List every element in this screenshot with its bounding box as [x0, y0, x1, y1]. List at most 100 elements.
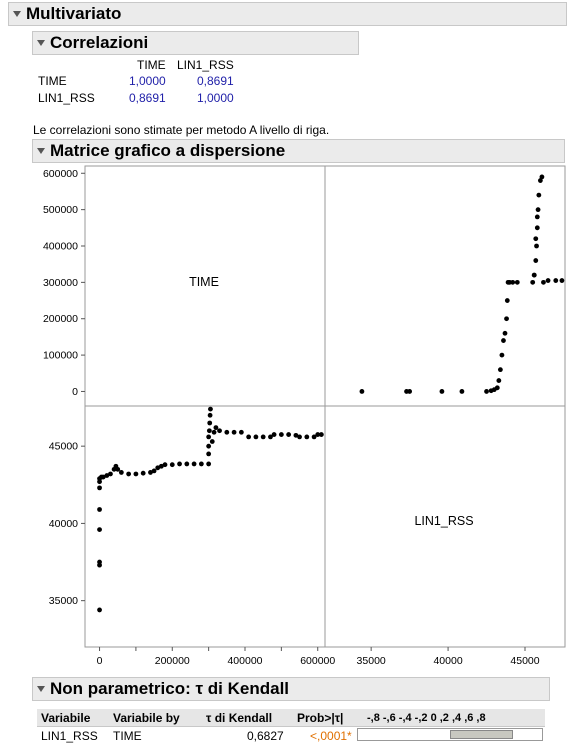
- data-point: [238, 429, 244, 435]
- data-point: [191, 461, 197, 467]
- y-tick-label: 200000: [43, 313, 78, 325]
- data-point: [115, 466, 121, 472]
- kendall-row-prob: <,0001*: [310, 729, 352, 743]
- kendall-col-variable-by[interactable]: Variabile by: [113, 711, 180, 725]
- x-tick-label: 200000: [155, 655, 190, 667]
- data-point: [504, 298, 510, 303]
- y-tick-label: 45000: [49, 441, 78, 453]
- data-point: [97, 559, 102, 565]
- data-point: [206, 451, 212, 457]
- data-point: [206, 434, 212, 440]
- data-point: [206, 428, 212, 434]
- corr-value: 1,0000: [129, 74, 166, 88]
- kendall-row-tau: 0,6827: [247, 729, 284, 743]
- kendall-table: Variabile Variabile by τ di Kendall Prob…: [37, 709, 545, 747]
- corr-col-header: TIME: [137, 58, 166, 72]
- disclosure-icon[interactable]: [13, 11, 21, 17]
- data-point: [278, 432, 284, 437]
- x-tick-label: 400000: [227, 655, 262, 667]
- data-point: [304, 434, 310, 440]
- y-tick-label: 100000: [43, 350, 78, 362]
- data-point: [100, 474, 106, 480]
- y-tick-label: 400000: [43, 241, 78, 253]
- disclosure-icon[interactable]: [37, 686, 45, 692]
- data-point: [499, 352, 505, 358]
- multivariate-title: Multivariato: [26, 4, 122, 23]
- data-point: [177, 461, 182, 467]
- data-point: [169, 462, 175, 468]
- data-point: [539, 174, 545, 180]
- data-point: [537, 178, 543, 183]
- data-point: [207, 420, 213, 426]
- y-tick-label: 35000: [49, 595, 78, 607]
- data-point: [534, 243, 539, 249]
- data-point: [207, 412, 213, 418]
- data-point: [133, 471, 139, 477]
- data-point: [184, 461, 190, 467]
- x-tick-label: 35000: [357, 655, 386, 667]
- kendall-title: Non parametrico: τ di Kendall: [50, 679, 290, 698]
- disclosure-icon[interactable]: [37, 148, 45, 154]
- data-point: [531, 272, 537, 278]
- kendall-col-variable[interactable]: Variabile: [41, 711, 91, 725]
- data-point: [504, 316, 509, 322]
- data-point: [502, 330, 508, 336]
- corr-value: 1,0000: [197, 91, 234, 105]
- data-point: [497, 367, 503, 373]
- correlations-header[interactable]: Correlazioni: [32, 31, 359, 55]
- disclosure-icon[interactable]: [37, 40, 45, 46]
- data-point: [97, 485, 102, 491]
- data-point: [108, 471, 113, 477]
- data-point: [271, 432, 277, 437]
- data-point: [213, 425, 219, 431]
- data-point: [198, 461, 204, 467]
- data-point: [559, 278, 565, 283]
- data-point: [553, 278, 559, 283]
- kendall-header[interactable]: Non parametrico: τ di Kendall: [32, 677, 550, 701]
- scatter-matrix-header[interactable]: Matrice grafico a dispersione: [32, 139, 565, 163]
- data-point: [155, 465, 161, 471]
- y-tick-label: 500000: [43, 204, 78, 216]
- kendall-row-by: TIME: [113, 729, 142, 743]
- kendall-row-var: LIN1_RSS: [41, 729, 98, 743]
- data-point: [514, 279, 520, 285]
- kendall-col-prob[interactable]: Prob>|τ|: [297, 711, 344, 725]
- x-tick-label: 0: [97, 655, 103, 667]
- data-point: [286, 432, 292, 437]
- corr-value: 0,8691: [129, 91, 166, 105]
- corr-value: 0,8691: [197, 74, 234, 88]
- data-point: [459, 389, 465, 394]
- data-point: [484, 389, 489, 394]
- y-tick-label: 40000: [49, 518, 78, 530]
- data-point: [140, 470, 146, 476]
- data-point: [158, 463, 164, 469]
- correlation-note: Le correlazioni sono stimate per metodo …: [33, 123, 330, 137]
- kendall-col-tau[interactable]: τ di Kendall: [206, 711, 273, 725]
- data-point: [118, 470, 124, 475]
- y-tick-label: 0: [72, 386, 78, 398]
- x-tick-label: 600000: [300, 655, 335, 667]
- data-point: [97, 507, 102, 512]
- corr-col-header: LIN1_RSS: [177, 58, 234, 72]
- kendall-bar-fill: [450, 730, 513, 739]
- kendall-col-scale[interactable]: -,8 -,6 -,4 -,2 0 ,2 ,4 ,6 ,8: [367, 712, 486, 724]
- data-point: [148, 470, 153, 475]
- data-point: [534, 225, 540, 231]
- data-point: [501, 338, 506, 343]
- data-point: [206, 461, 212, 467]
- data-point: [318, 432, 324, 437]
- data-point: [533, 236, 539, 242]
- data-point: [126, 471, 132, 477]
- data-point: [530, 279, 536, 285]
- data-point: [209, 439, 215, 444]
- data-point: [246, 434, 252, 440]
- scatter-matrix-title: Matrice grafico a dispersione: [50, 141, 286, 160]
- data-point: [231, 429, 237, 435]
- data-point: [536, 192, 542, 198]
- data-point: [97, 527, 102, 532]
- data-point: [293, 432, 299, 438]
- data-point: [315, 432, 321, 437]
- diagonal-label-rss: LIN1_RSS: [414, 514, 473, 528]
- multivariate-header[interactable]: Multivariato: [8, 2, 567, 26]
